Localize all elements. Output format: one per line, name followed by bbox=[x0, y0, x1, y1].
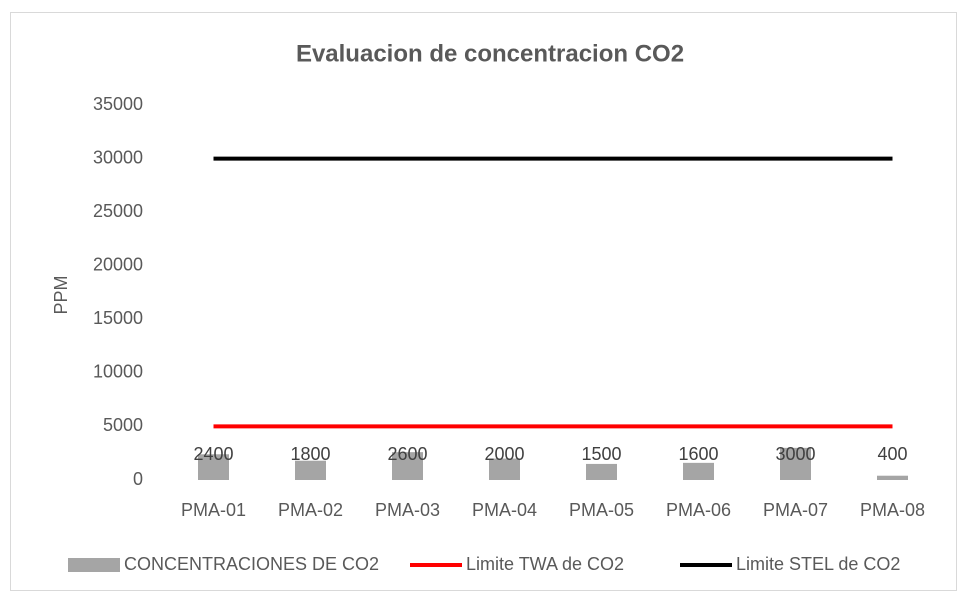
legend-label: CONCENTRACIONES DE CO2 bbox=[124, 554, 379, 574]
data-label: 3000 bbox=[775, 444, 815, 464]
legend-swatch bbox=[68, 558, 120, 572]
chart-title: Evaluacion de concentracion CO2 bbox=[296, 40, 684, 67]
data-label: 1500 bbox=[581, 444, 621, 464]
x-tick-label: PMA-01 bbox=[181, 500, 246, 520]
y-tick-label: 15000 bbox=[93, 308, 143, 328]
x-tick-label: PMA-05 bbox=[569, 500, 634, 520]
bar bbox=[392, 452, 423, 480]
y-tick-label: 0 bbox=[133, 469, 143, 489]
bar bbox=[489, 458, 520, 480]
data-label: 400 bbox=[877, 444, 907, 464]
x-tick-label: PMA-04 bbox=[472, 500, 537, 520]
y-tick-label: 5000 bbox=[103, 415, 143, 435]
bar bbox=[683, 462, 714, 480]
x-tick-label: PMA-06 bbox=[666, 500, 731, 520]
y-tick-label: 25000 bbox=[93, 201, 143, 221]
data-label: 2400 bbox=[193, 444, 233, 464]
x-tick-label: PMA-08 bbox=[860, 500, 925, 520]
bar bbox=[586, 463, 617, 480]
x-tick-label: PMA-07 bbox=[763, 500, 828, 520]
chart-border bbox=[10, 12, 957, 591]
data-label: 1600 bbox=[678, 444, 718, 464]
bar bbox=[295, 460, 326, 480]
x-tick-label: PMA-03 bbox=[375, 500, 440, 520]
data-label: 1800 bbox=[290, 444, 330, 464]
data-label: 2000 bbox=[484, 444, 524, 464]
bar bbox=[780, 447, 811, 480]
data-label: 2600 bbox=[387, 444, 427, 464]
y-tick-label: 10000 bbox=[93, 362, 143, 382]
y-tick-label: 30000 bbox=[93, 147, 143, 167]
y-tick-label: 35000 bbox=[93, 94, 143, 114]
bar bbox=[877, 475, 908, 480]
legend-label: Limite TWA de CO2 bbox=[466, 554, 624, 574]
y-axis-label: PPM bbox=[51, 275, 71, 314]
bar bbox=[198, 454, 229, 480]
y-tick-label: 20000 bbox=[93, 254, 143, 274]
x-tick-label: PMA-02 bbox=[278, 500, 343, 520]
legend-label: Limite STEL de CO2 bbox=[736, 554, 900, 574]
